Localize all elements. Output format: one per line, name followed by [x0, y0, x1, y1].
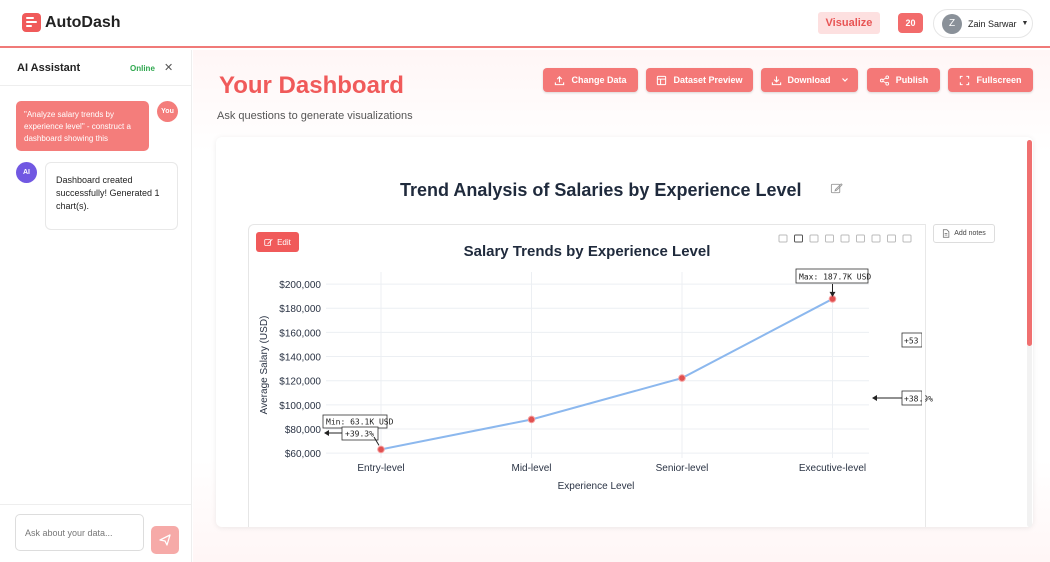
- min-arrow: [373, 436, 380, 446]
- x-tick-label: Entry-level: [357, 463, 404, 474]
- sidebar-title: AI Assistant: [17, 62, 81, 74]
- y-tick-label: $140,000: [279, 353, 321, 364]
- fullscreen-button[interactable]: Fullscreen: [948, 68, 1033, 92]
- data-point: [678, 374, 686, 382]
- share-icon: [879, 74, 889, 86]
- notes-divider: [925, 224, 926, 527]
- edit-icon: [264, 238, 273, 246]
- dataset-preview-label: Dataset Preview: [673, 75, 743, 85]
- data-point: [377, 445, 385, 454]
- autoscale-icon[interactable]: [887, 234, 896, 243]
- zoom-icon[interactable]: [794, 234, 803, 243]
- table-icon: [657, 75, 667, 85]
- chart-bars-icon: [22, 13, 41, 32]
- y-tick-label: $200,000: [279, 280, 321, 291]
- app-name: AutoDash: [45, 13, 121, 31]
- max-annotation-box: [795, 268, 869, 284]
- x-axis-label: Experience Level: [558, 481, 635, 492]
- sidebar-header: AI Assistant Online ✕: [0, 50, 191, 86]
- user-menu[interactable]: Z Zain Sarwar ▼: [933, 9, 1033, 38]
- scrollbar-thumb[interactable]: [1027, 140, 1032, 346]
- salary-trend-chart[interactable]: Salary Trends by Experience Level $60,000…: [216, 137, 1033, 527]
- ai-message: Dashboard created successfully! Generate…: [45, 162, 178, 230]
- publish-label: Publish: [895, 75, 929, 85]
- user-avatar-badge: You: [157, 101, 178, 122]
- y-tick-label: $120,000: [279, 377, 321, 388]
- x-tick-label: Executive-level: [799, 463, 866, 474]
- download-label: Download: [787, 75, 831, 85]
- y-tick-label: $180,000: [279, 304, 321, 315]
- chat-composer: [0, 504, 192, 562]
- zoom-in-icon[interactable]: [856, 234, 865, 243]
- top-bar: AutoDash Visualize 20 Z Zain Sarwar ▼: [0, 0, 1050, 48]
- chat-input[interactable]: [15, 514, 144, 551]
- data-point: [527, 415, 536, 424]
- chevron-down-icon: [841, 78, 848, 82]
- credits-badge[interactable]: 20: [898, 13, 923, 33]
- note-icon: [943, 229, 950, 238]
- ai-avatar-badge: AI: [16, 162, 37, 183]
- dataset-preview-button[interactable]: Dataset Preview: [646, 68, 753, 92]
- clip-mask: [922, 317, 925, 417]
- pct2-arrow-head: [872, 395, 877, 401]
- upload-icon: [555, 75, 565, 85]
- y-tick-label: $160,000: [279, 328, 321, 339]
- download-icon: [771, 75, 781, 85]
- main-area: Your Dashboard Ask questions to generate…: [193, 50, 1050, 562]
- avatar: Z: [942, 13, 962, 34]
- y-tick-label: $80,000: [285, 425, 322, 436]
- add-notes-button[interactable]: Add notes: [933, 224, 995, 243]
- edit-pencil-icon[interactable]: [830, 182, 843, 195]
- app-logo[interactable]: AutoDash: [22, 13, 121, 32]
- y-axis-label: Average Salary (USD): [259, 316, 270, 415]
- series-line: [380, 298, 833, 451]
- y-tick-label: $100,000: [279, 401, 321, 412]
- home-icon[interactable]: [902, 234, 912, 243]
- pct-annotation-1: +39.3%: [345, 430, 374, 439]
- chevron-down-icon: ▼: [1021, 20, 1029, 27]
- send-icon: [159, 534, 171, 546]
- download-button[interactable]: Download: [761, 68, 858, 92]
- lasso-icon[interactable]: [840, 234, 850, 243]
- camera-icon[interactable]: [778, 234, 788, 243]
- fullscreen-icon: [960, 75, 970, 85]
- dashboard-card: Trend Analysis of Salaries by Experience…: [216, 137, 1033, 527]
- chart-container: [248, 224, 926, 527]
- change-data-button[interactable]: Change Data: [543, 68, 638, 92]
- box-select-icon[interactable]: [825, 234, 834, 243]
- x-tick-label: Mid-level: [511, 463, 551, 474]
- max-arrow-head: [829, 291, 836, 297]
- edit-chart-button[interactable]: Edit: [256, 232, 299, 252]
- user-message: "Analyze salary trends by experience lev…: [16, 101, 149, 151]
- page-subtitle: Ask questions to generate visualizations: [217, 110, 413, 122]
- pct-annotation-2: +38.9%: [904, 395, 933, 404]
- page-title: Your Dashboard: [219, 72, 404, 99]
- max-annotation: Max: 187.7K USD: [799, 273, 871, 282]
- add-notes-label: Add notes: [954, 230, 986, 237]
- pct1-arrow-head: [324, 430, 329, 436]
- dashboard-title: Trend Analysis of Salaries by Experience…: [400, 180, 802, 200]
- y-tick-label: $60,000: [285, 449, 322, 460]
- send-button[interactable]: [151, 526, 179, 554]
- fullscreen-label: Fullscreen: [976, 75, 1022, 85]
- x-tick-label: Senior-level: [656, 463, 709, 474]
- min-annotation: Min: 63.1K USD: [326, 418, 394, 427]
- visualize-button[interactable]: Visualize: [818, 12, 880, 34]
- chart-title: Salary Trends by Experience Level: [464, 243, 711, 260]
- publish-button[interactable]: Publish: [867, 68, 940, 92]
- edit-chart-label: Edit: [277, 237, 291, 247]
- pct-annotation-3: +53: [904, 337, 919, 346]
- zoom-out-icon[interactable]: [871, 234, 881, 243]
- change-data-label: Change Data: [571, 75, 627, 85]
- user-name: Zain Sarwar: [968, 18, 1017, 29]
- close-icon[interactable]: ✕: [164, 62, 174, 74]
- ai-assistant-sidebar: AI Assistant Online ✕ "Analyze salary tr…: [0, 50, 192, 562]
- pan-icon[interactable]: [809, 234, 819, 243]
- status-badge: Online: [130, 64, 155, 73]
